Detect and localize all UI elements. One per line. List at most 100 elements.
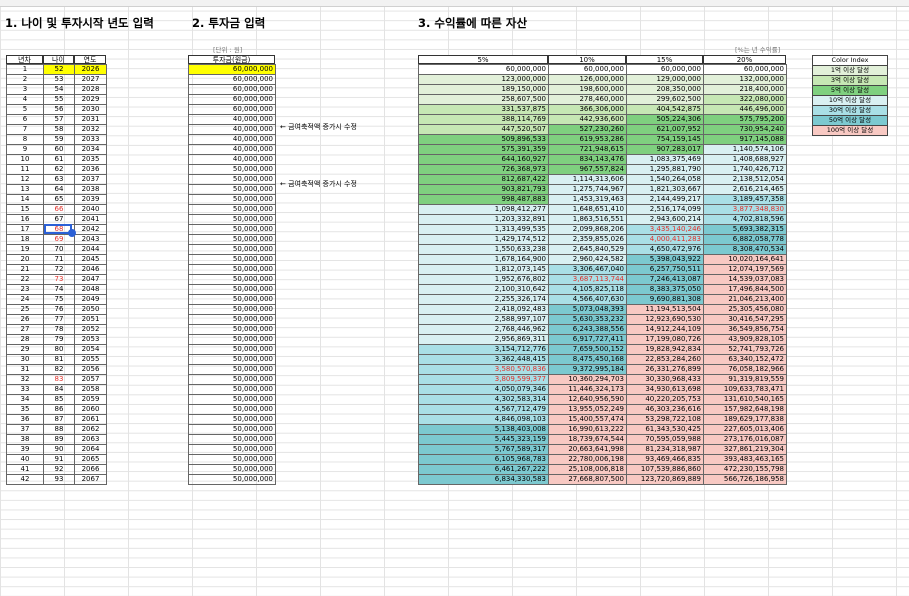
cell-year[interactable]: 2067: [74, 474, 107, 485]
cell-asset-a[interactable]: 1,678,164,900: [418, 254, 549, 265]
cell-asset-c[interactable]: 4,000,411,283: [626, 234, 704, 245]
cell-asset-c[interactable]: 3,435,140,246: [626, 224, 704, 235]
cell-investment[interactable]: 50,000,000: [188, 164, 276, 175]
cell-asset-b[interactable]: 11,446,324,173: [548, 384, 627, 395]
cell-asset-b[interactable]: 5,073,048,393: [548, 304, 627, 315]
cell-investment[interactable]: 40,000,000: [188, 154, 276, 165]
cell-age[interactable]: 86: [43, 404, 75, 415]
cell-asset-b[interactable]: 198,600,000: [548, 84, 627, 95]
cell-asset-b[interactable]: 9,372,995,184: [548, 364, 627, 375]
cell-asset-a[interactable]: 644,160,927: [418, 154, 549, 165]
cell-asset-b[interactable]: 967,557,824: [548, 164, 627, 175]
cell-investment[interactable]: 50,000,000: [188, 244, 276, 255]
cell-age[interactable]: 60: [43, 144, 75, 155]
cell-investment[interactable]: 50,000,000: [188, 334, 276, 345]
cell-asset-d[interactable]: 60,000,000: [703, 64, 787, 75]
cell-asset-d[interactable]: 273,176,016,087: [703, 434, 787, 445]
cell-investment[interactable]: 50,000,000: [188, 204, 276, 215]
cell-asset-b[interactable]: 2,960,424,582: [548, 254, 627, 265]
cell-investment[interactable]: 50,000,000: [188, 264, 276, 275]
cell-year-index[interactable]: 7: [6, 124, 44, 135]
cell-asset-a[interactable]: 447,520,507: [418, 124, 549, 135]
cell-asset-c[interactable]: 26,331,276,899: [626, 364, 704, 375]
cell-asset-d[interactable]: 157,982,648,198: [703, 404, 787, 415]
cell-asset-c[interactable]: 123,720,869,889: [626, 474, 704, 485]
cell-asset-d[interactable]: 322,080,000: [703, 94, 787, 105]
cell-investment[interactable]: 50,000,000: [188, 374, 276, 385]
cell-age[interactable]: 72: [43, 264, 75, 275]
cell-year-index[interactable]: 35: [6, 404, 44, 415]
cell-year-index[interactable]: 23: [6, 284, 44, 295]
cell-asset-d[interactable]: 91,319,819,559: [703, 374, 787, 385]
cell-year[interactable]: 2043: [74, 234, 107, 245]
cell-age[interactable]: 62: [43, 164, 75, 175]
cell-age[interactable]: 88: [43, 424, 75, 435]
cell-asset-b[interactable]: 8,475,450,168: [548, 354, 627, 365]
cell-asset-c[interactable]: 22,853,284,260: [626, 354, 704, 365]
cell-investment[interactable]: 40,000,000: [188, 114, 276, 125]
cell-year-index[interactable]: 32: [6, 374, 44, 385]
cell-investment[interactable]: 50,000,000: [188, 214, 276, 225]
cell-asset-b[interactable]: 366,306,000: [548, 104, 627, 115]
cell-asset-b[interactable]: 6,917,727,411: [548, 334, 627, 345]
cell-year[interactable]: 2055: [74, 354, 107, 365]
cell-asset-d[interactable]: 3,189,457,358: [703, 194, 787, 205]
cell-year[interactable]: 2056: [74, 364, 107, 375]
cell-asset-a[interactable]: 1,098,412,277: [418, 204, 549, 215]
cell-year-index[interactable]: 11: [6, 164, 44, 175]
cell-asset-c[interactable]: 2,144,499,217: [626, 194, 704, 205]
cell-asset-d[interactable]: 1,140,574,106: [703, 144, 787, 155]
cell-asset-a[interactable]: 123,000,000: [418, 74, 549, 85]
cell-asset-c[interactable]: 299,602,500: [626, 94, 704, 105]
cell-age[interactable]: 76: [43, 304, 75, 315]
cell-asset-d[interactable]: 1,408,688,927: [703, 154, 787, 165]
cell-asset-b[interactable]: 2,099,868,206: [548, 224, 627, 235]
cell-year-index[interactable]: 34: [6, 394, 44, 405]
cell-asset-b[interactable]: 1,863,516,551: [548, 214, 627, 225]
cell-year[interactable]: 2036: [74, 164, 107, 175]
cell-investment[interactable]: 60,000,000: [188, 74, 276, 85]
cell-investment[interactable]: 50,000,000: [188, 274, 276, 285]
cell-asset-d[interactable]: 76,058,182,966: [703, 364, 787, 375]
cell-asset-d[interactable]: 2,138,512,054: [703, 174, 787, 185]
cell-asset-c[interactable]: 53,298,722,108: [626, 414, 704, 425]
cell-age[interactable]: 84: [43, 384, 75, 395]
cell-asset-a[interactable]: 258,607,500: [418, 94, 549, 105]
cell-age[interactable]: 89: [43, 434, 75, 445]
cell-asset-a[interactable]: 3,362,448,415: [418, 354, 549, 365]
cell-year-index[interactable]: 3: [6, 84, 44, 95]
cell-asset-d[interactable]: 575,795,200: [703, 114, 787, 125]
cell-age[interactable]: 82: [43, 364, 75, 375]
cell-investment[interactable]: 60,000,000: [188, 84, 276, 95]
cell-asset-b[interactable]: 3,306,467,040: [548, 264, 627, 275]
cell-asset-c[interactable]: 5,398,043,922: [626, 254, 704, 265]
cell-asset-a[interactable]: 3,154,712,776: [418, 344, 549, 355]
cell-investment[interactable]: 50,000,000: [188, 174, 276, 185]
cell-year-index[interactable]: 40: [6, 454, 44, 465]
cell-asset-a[interactable]: 4,846,098,103: [418, 414, 549, 425]
fill-handle[interactable]: [68, 229, 76, 237]
cell-investment[interactable]: 50,000,000: [188, 414, 276, 425]
cell-asset-a[interactable]: 2,768,446,962: [418, 324, 549, 335]
cell-year[interactable]: 2052: [74, 324, 107, 335]
cell-asset-d[interactable]: 17,496,844,500: [703, 284, 787, 295]
cell-asset-c[interactable]: 9,690,881,308: [626, 294, 704, 305]
cell-investment[interactable]: 50,000,000: [188, 294, 276, 305]
cell-asset-b[interactable]: 126,000,000: [548, 74, 627, 85]
cell-asset-a[interactable]: 5,445,323,159: [418, 434, 549, 445]
cell-asset-d[interactable]: 131,610,540,165: [703, 394, 787, 405]
cell-asset-a[interactable]: 998,487,883: [418, 194, 549, 205]
cell-asset-d[interactable]: 52,741,793,726: [703, 344, 787, 355]
cell-year-index[interactable]: 42: [6, 474, 44, 485]
cell-age[interactable]: 85: [43, 394, 75, 405]
cell-year[interactable]: 2028: [74, 84, 107, 95]
cell-year[interactable]: 2038: [74, 184, 107, 195]
cell-asset-b[interactable]: 4,105,825,118: [548, 284, 627, 295]
cell-asset-c[interactable]: 754,159,145: [626, 134, 704, 145]
cell-asset-b[interactable]: 12,640,956,590: [548, 394, 627, 405]
cell-asset-c[interactable]: 129,000,000: [626, 74, 704, 85]
cell-investment[interactable]: 60,000,000: [188, 64, 276, 75]
cell-asset-c[interactable]: 46,303,236,616: [626, 404, 704, 415]
cell-investment[interactable]: 50,000,000: [188, 314, 276, 325]
cell-age[interactable]: 90: [43, 444, 75, 455]
